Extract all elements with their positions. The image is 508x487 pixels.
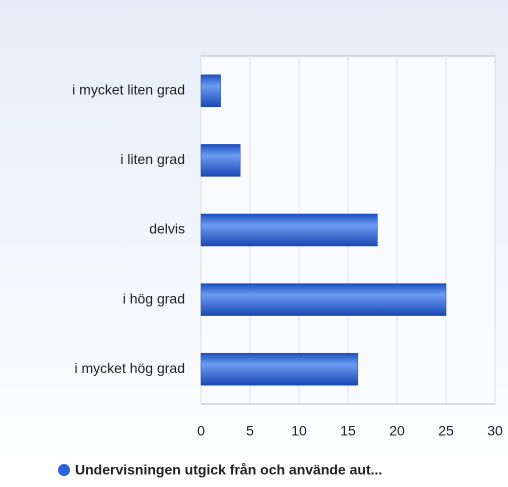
y-tick-label: i hög grad bbox=[123, 290, 185, 306]
x-tick-label: 30 bbox=[487, 423, 503, 439]
bar bbox=[200, 283, 447, 316]
x-tick-label: 20 bbox=[389, 423, 405, 439]
bar bbox=[200, 74, 221, 108]
x-tick-label: 25 bbox=[438, 423, 454, 439]
y-tick-label: i mycket liten grad bbox=[72, 82, 185, 98]
y-tick-label: i mycket hög grad bbox=[75, 360, 186, 376]
bar bbox=[200, 352, 359, 386]
x-tick-label: 5 bbox=[246, 423, 254, 439]
x-tick-label: 0 bbox=[197, 423, 205, 439]
bar bbox=[200, 213, 378, 247]
legend-label: Undervisningen utgick från och använde a… bbox=[75, 462, 382, 478]
legend-marker bbox=[58, 464, 70, 476]
bar bbox=[200, 144, 241, 177]
y-tick-label: i liten grad bbox=[120, 151, 185, 167]
x-tick-label: 15 bbox=[340, 423, 356, 439]
x-tick-label: 10 bbox=[291, 423, 307, 439]
y-tick-label: delvis bbox=[149, 221, 185, 237]
